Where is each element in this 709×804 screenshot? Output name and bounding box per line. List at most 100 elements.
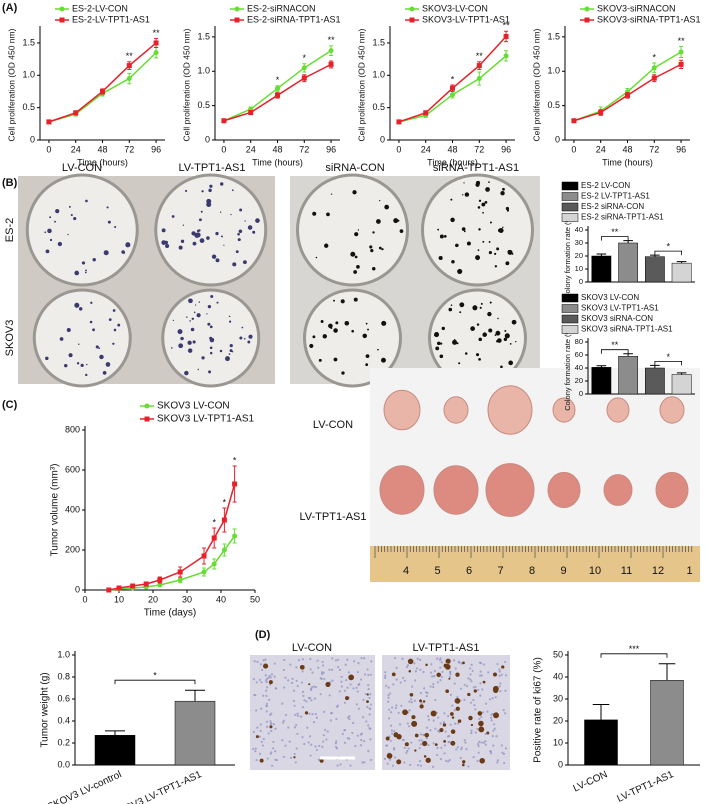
nucleus: [326, 730, 329, 733]
nucleus: [394, 706, 398, 710]
nucleus: [390, 711, 393, 714]
significance: *: [451, 74, 455, 84]
legend-swatch: [561, 304, 579, 313]
tumor: [443, 396, 469, 424]
colony-dot: [80, 363, 84, 368]
colony-dot: [201, 190, 204, 193]
colony-dot: [324, 243, 329, 248]
nucleus: [266, 757, 269, 760]
ki67-cell: [501, 665, 505, 669]
nucleus: [306, 726, 309, 729]
nucleus: [426, 691, 429, 695]
colony-dot: [49, 216, 52, 219]
colony-dot: [178, 343, 184, 349]
colony-dot: [235, 250, 239, 254]
nucleus: [255, 758, 258, 762]
colony-dot: [70, 213, 73, 217]
nucleus: [254, 747, 257, 750]
nucleus: [453, 682, 456, 685]
nucleus: [301, 706, 305, 709]
ki67-cell: [455, 672, 460, 677]
nucleus: [408, 725, 411, 728]
legend-swatch: [561, 181, 579, 191]
colony-dot: [171, 215, 175, 218]
nucleus: [453, 709, 456, 712]
colony-dot: [381, 320, 387, 326]
significance: *: [666, 241, 670, 251]
nucleus: [453, 659, 456, 662]
nucleus: [403, 679, 406, 682]
colony-dot: [113, 328, 117, 332]
bar: [671, 374, 692, 395]
colony-dot: [107, 220, 111, 224]
colony-dot: [85, 373, 88, 377]
colony-dot: [370, 248, 374, 253]
y-axis-title: Cell proliferation (OD 450 nm): [531, 28, 541, 141]
ki67-cell: [319, 758, 324, 763]
colony-dot: [466, 241, 471, 246]
error-bar: [650, 364, 660, 368]
legend-label: SKOV3 LV-CON: [157, 401, 230, 412]
colony-dot: [397, 219, 400, 222]
nucleus: [392, 748, 396, 751]
colony-dot: [219, 211, 222, 213]
nucleus: [400, 704, 403, 707]
y-tick-label: 0.2: [57, 737, 70, 747]
colony-dot: [74, 270, 80, 276]
nucleus: [356, 670, 359, 674]
nucleus: [292, 689, 296, 692]
line: [573, 51, 682, 122]
bar: [584, 719, 618, 766]
colony-dot: [477, 249, 480, 252]
nucleus: [272, 740, 275, 744]
colony-dot: [478, 228, 481, 231]
nucleus: [322, 740, 325, 743]
nucleus: [258, 678, 261, 681]
colony-dot: [161, 240, 167, 245]
nucleus: [309, 735, 312, 738]
ki67-cell: [422, 740, 428, 747]
nucleus: [367, 724, 370, 727]
colony-dot: [85, 269, 87, 272]
tumor: [383, 389, 421, 431]
nucleus: [443, 752, 446, 755]
ruler-number: 10: [589, 565, 601, 577]
bracket: [654, 361, 683, 366]
bar: [644, 367, 665, 395]
line: [108, 535, 236, 591]
colony-dot: [502, 226, 504, 229]
y-tick-label: 1.0: [22, 70, 35, 80]
nucleus: [369, 703, 373, 706]
y-axis-title: Tumor volume (mm³): [50, 464, 61, 557]
colony-dot: [188, 298, 193, 304]
nucleus: [432, 685, 435, 689]
ki67-cell: [445, 658, 451, 664]
ki67-cell: [411, 720, 418, 727]
well: [296, 173, 409, 287]
y-axis-title: Cell proliferation (OD 450 nm): [356, 28, 366, 141]
legend-label: ES-2 siRNA-TPT1-AS1: [581, 213, 664, 222]
nucleus: [296, 712, 299, 715]
legend-label: ES-2-siRNA-TPT1-AS1: [247, 14, 341, 24]
ki67-cell: [445, 689, 449, 693]
x-axis-title: Time (hours): [252, 157, 303, 167]
nucleus: [357, 683, 360, 687]
nucleus: [269, 722, 273, 726]
nucleus: [436, 681, 440, 684]
nucleus: [440, 675, 443, 678]
x-tick-label: 48: [622, 144, 632, 154]
nucleus: [272, 723, 276, 726]
nucleus: [445, 759, 448, 763]
x-tick-label: 24: [421, 144, 431, 154]
ki67-cell: [470, 723, 474, 727]
colony-dot: [330, 193, 333, 195]
nucleus: [439, 722, 442, 725]
y-tick-label: 0.5: [197, 100, 210, 110]
marker: [301, 65, 307, 71]
ki67-cell: [411, 715, 416, 720]
colony-dot: [511, 319, 517, 325]
y-tick-label: 50: [553, 649, 563, 659]
colony-dot: [90, 301, 93, 304]
x-tick-label: LV-CON: [572, 769, 610, 794]
